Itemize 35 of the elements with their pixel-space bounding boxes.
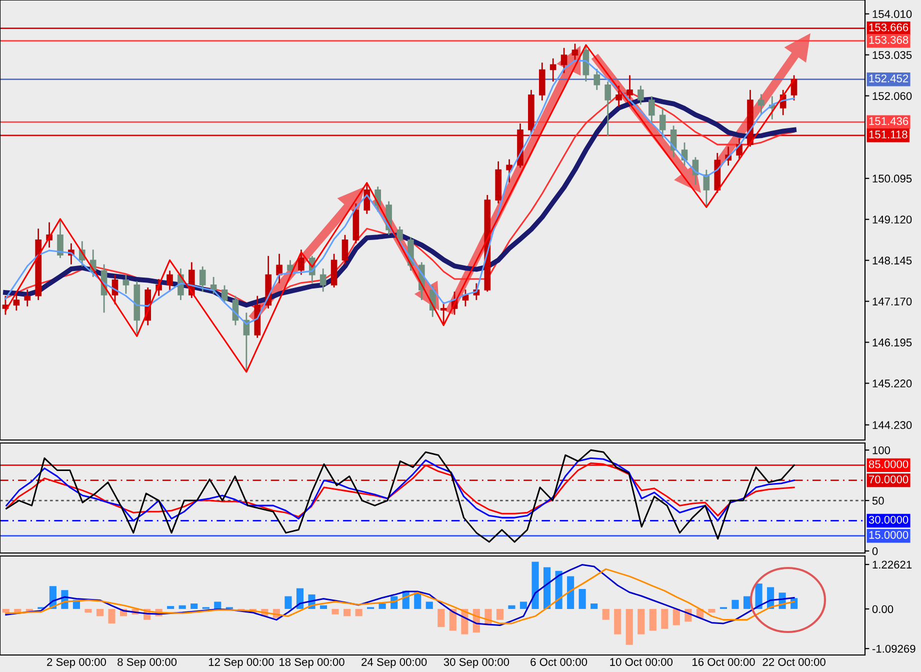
- ref-line-label: 153.666: [869, 23, 908, 32]
- y-tick-label: 100: [872, 446, 890, 454]
- ref-line-label: 151.436: [869, 117, 908, 126]
- x-tick-label: 12 Sep 00:00: [208, 658, 274, 668]
- y-tick-label: 152.060: [872, 92, 912, 100]
- x-tick-label: 30 Sep 00:00: [444, 658, 510, 668]
- y-tick-label: 145.220: [872, 380, 912, 388]
- y-tick-label: 149.120: [872, 216, 912, 224]
- y-tick-label: 146.195: [872, 338, 912, 346]
- x-tick-label: 6 Oct 00:00: [530, 658, 588, 666]
- y-tick-label: 148.145: [872, 256, 912, 264]
- y-tick-label: 0.00: [872, 605, 894, 614]
- x-tick-label: 2 Sep 00:00: [47, 658, 106, 668]
- ref-line-label: 30.0000: [868, 516, 908, 524]
- ref-line-label: 153.368: [869, 36, 908, 44]
- ref-line-label: 70.0000: [869, 475, 908, 484]
- y-tick-label: 153.035: [872, 51, 912, 59]
- x-tick-label: 10 Oct 00:00: [610, 658, 673, 666]
- ref-line-label: 152.452: [869, 74, 908, 82]
- x-tick-label: 24 Sep 00:00: [362, 658, 427, 668]
- x-tick-label: 8 Sep 00:00: [118, 658, 177, 668]
- ref-line-label: 151.118: [869, 130, 908, 138]
- y-tick-label: 154.010: [872, 10, 912, 18]
- y-tick-label: 150.095: [872, 174, 912, 183]
- y-tick-label: 50: [872, 496, 884, 505]
- x-tick-label: 16 Oct 00:00: [692, 658, 755, 666]
- ref-line-label: 85.0000: [868, 460, 908, 468]
- x-tick-label: 22 Oct 00:00: [762, 658, 826, 666]
- y-tick-label: 147.170: [872, 298, 912, 306]
- x-tick-label: 18 Sep 00:00: [280, 658, 344, 668]
- y-tick-label: 1.22621: [872, 560, 912, 569]
- y-tick-label: -1.09269: [872, 644, 916, 653]
- y-tick-label: 0: [872, 547, 878, 556]
- ref-line-label: 15.0000: [869, 530, 908, 539]
- y-tick-label: 144.230: [872, 421, 912, 430]
